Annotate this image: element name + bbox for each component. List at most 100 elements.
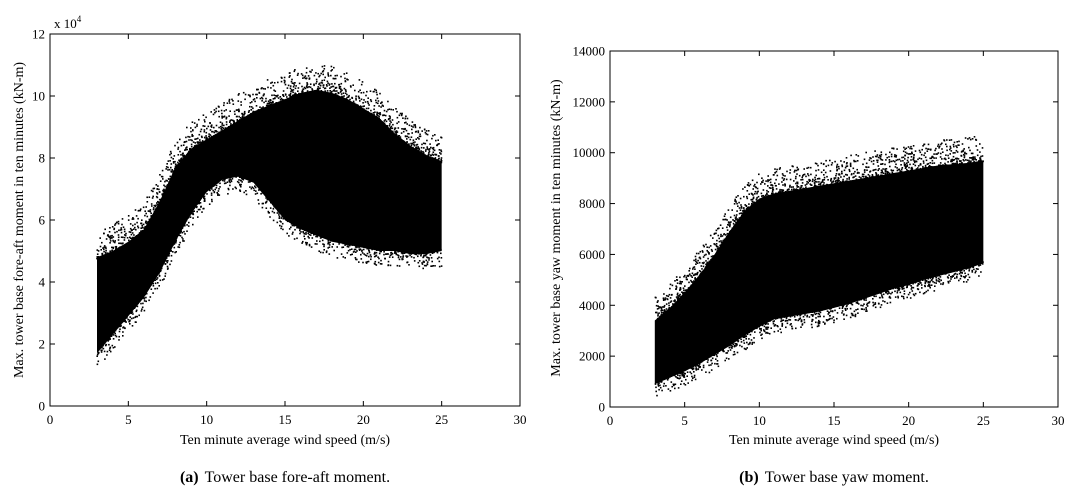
b-data-point [711,357,714,360]
b-data-point [904,148,906,150]
b-data-point [843,303,845,305]
b-data-point [720,233,722,236]
a-data-point [261,97,264,100]
b-data-point [977,268,979,270]
a-data-point [145,300,147,303]
b-data-point [765,322,768,325]
b-data-point [749,341,751,344]
a-data-point [361,249,363,252]
a-data-point [425,133,428,135]
b-data-point [725,236,728,238]
a-data-point [301,74,304,77]
a-data-point [230,125,233,127]
b-data-point [968,276,971,279]
a-data-point [203,196,205,198]
a-data-point [117,239,120,241]
a-data-point [431,147,434,149]
b-data-point [941,164,944,167]
b-data-point [669,301,672,303]
b-data-point [814,178,817,181]
b-data-point [684,292,687,294]
a-data-point [413,124,415,126]
a-data-point [276,221,279,224]
a-data-point [336,74,338,77]
a-data-point [289,75,291,77]
b-data-point [685,276,688,279]
a-data-point [282,94,284,96]
a-data-point [173,246,176,249]
a-data-point [325,251,328,254]
b-data-point [895,156,897,158]
b-data-point [818,322,821,325]
a-data-point [405,121,407,124]
b-data-point [875,295,877,298]
b-data-point [749,333,752,336]
b-data-point [956,273,959,276]
a-data-point [243,191,245,194]
b-data-point [861,175,864,178]
a-data-point [417,131,420,134]
a-data-point [330,86,332,88]
a-data-point [402,252,404,255]
b-data-point [841,312,843,314]
a-data-point [232,122,235,125]
b-data-point [949,271,952,273]
a-data-point [206,127,208,130]
a-data-point [415,146,417,148]
a-data-point [139,209,142,212]
a-data-point [334,94,337,96]
a-data-point [361,81,364,83]
b-data-point [799,314,801,317]
a-data-point [325,84,328,86]
a-data-point [309,86,312,89]
a-data-point [190,212,193,215]
b-data-point [737,195,739,197]
a-data-point [264,88,266,90]
a-data-point [419,133,421,136]
a-data-point [216,181,219,184]
a-data-point [203,129,206,131]
b-data-point [808,311,811,313]
b-data-point [843,169,846,172]
a-data-point [276,212,279,214]
a-data-point [96,257,98,260]
a-data-point [213,184,215,187]
a-data-point [228,115,230,117]
b-data-point [811,180,814,183]
b-data-point [736,210,738,212]
a-data-point [275,207,278,210]
b-data-point [668,302,670,304]
b-data-point [780,320,782,323]
a-data-point [255,93,257,96]
b-data-point [745,205,748,208]
b-data-point [886,174,889,177]
b-data-point [963,156,966,159]
a-data-point [102,347,105,350]
a-data-point [435,250,437,252]
a-data-point [233,175,235,177]
b-data-point [911,290,914,292]
a-data-point [289,92,292,95]
a-data-point [178,163,181,165]
a-data-point [303,235,305,238]
b-data-point [861,297,864,300]
a-data-point [347,246,350,248]
a-data-point [389,254,392,257]
b-data-point [705,263,707,266]
b-data-point [936,153,939,155]
a-data-point [177,163,179,166]
b-data-point [672,303,674,305]
a-data-point [290,226,292,229]
a-data-point [436,249,439,252]
b-data-point [666,298,669,301]
a-data-point [143,300,146,302]
a-data-point [435,139,437,142]
b-data-point [675,376,677,378]
b-data-point [900,164,902,166]
a-data-point [134,316,136,319]
b-data-point [846,303,849,305]
b-data-point [889,165,891,168]
b-data-point [795,319,797,321]
b-data-point [663,310,666,312]
a-data-point [357,95,360,98]
